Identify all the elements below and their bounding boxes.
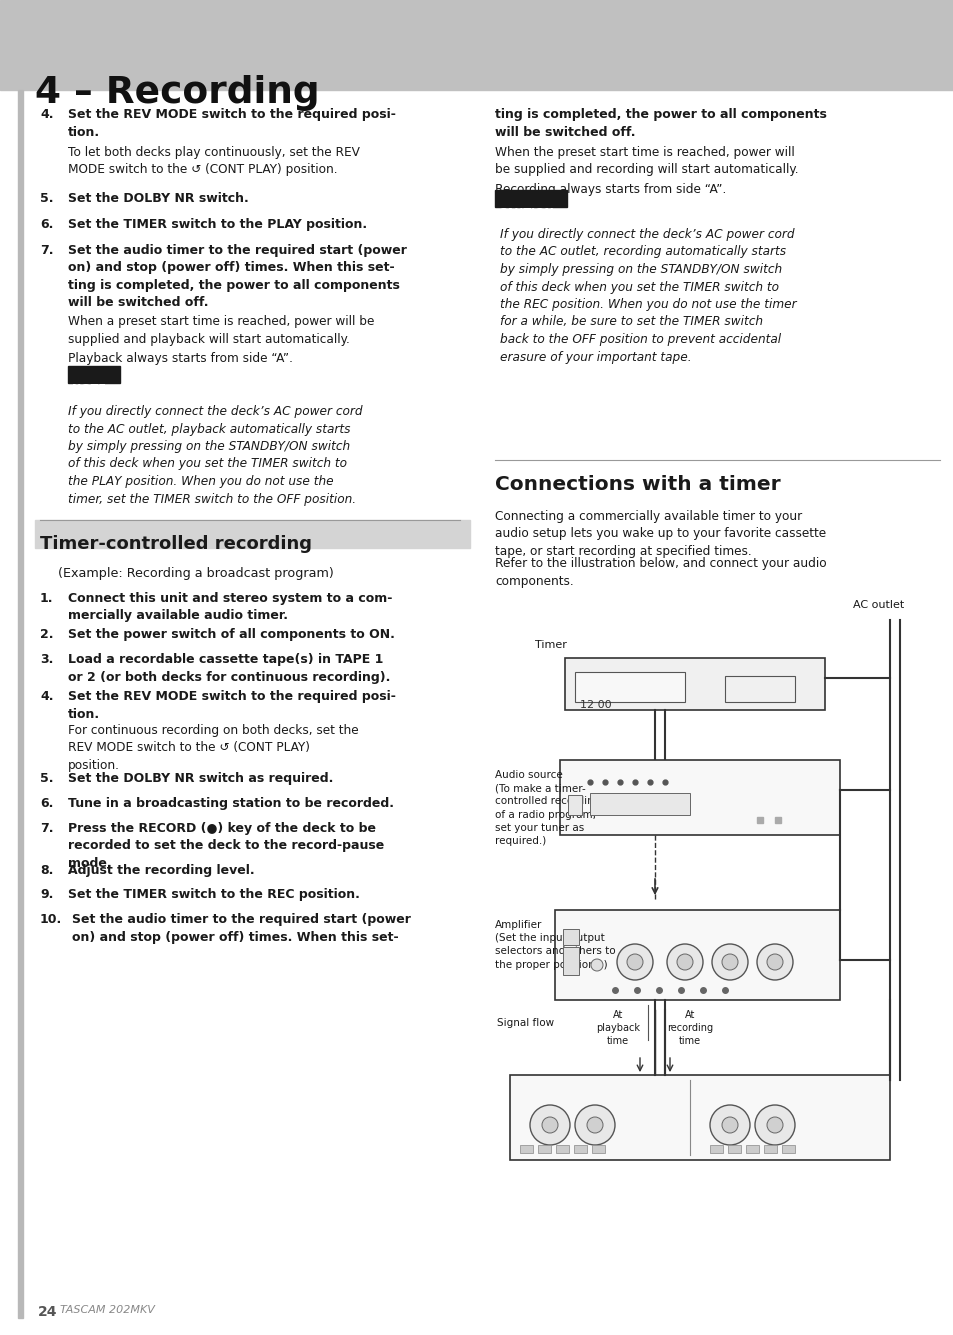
Text: 3.: 3. xyxy=(40,653,53,666)
Text: 6.: 6. xyxy=(40,797,53,810)
Bar xyxy=(68,366,120,383)
Bar xyxy=(592,1145,604,1153)
Text: CAUTION: CAUTION xyxy=(498,208,554,218)
Text: When a preset start time is reached, power will be
supplied and playback will st: When a preset start time is reached, pow… xyxy=(68,315,374,346)
Circle shape xyxy=(757,944,792,980)
Bar xyxy=(18,89,23,1318)
Text: Connecting a commercially available timer to your
audio setup lets you wake up t: Connecting a commercially available time… xyxy=(495,510,825,558)
Circle shape xyxy=(575,1105,615,1145)
Text: 7.: 7. xyxy=(40,244,53,258)
Circle shape xyxy=(721,1117,738,1133)
Bar xyxy=(537,1145,551,1153)
Text: Connections with a timer: Connections with a timer xyxy=(495,475,780,494)
Text: Audio source
(To make a timer-
controlled recording
of a radio program,
set your: Audio source (To make a timer- controlle… xyxy=(495,770,599,846)
Text: Recording always starts from side “A”.: Recording always starts from side “A”. xyxy=(495,183,725,196)
Bar xyxy=(745,1145,759,1153)
Text: 5.: 5. xyxy=(40,772,53,785)
Bar xyxy=(763,1145,776,1153)
Text: At
recording
time: At recording time xyxy=(666,1011,712,1047)
Text: At
playback
time: At playback time xyxy=(596,1011,639,1047)
Circle shape xyxy=(766,955,782,971)
Circle shape xyxy=(709,1105,749,1145)
Text: If you directly connect the deck’s AC power cord
to the AC outlet, recording aut: If you directly connect the deck’s AC po… xyxy=(499,228,796,363)
Text: Set the audio timer to the required start (power
on) and stop (power off) times.: Set the audio timer to the required star… xyxy=(68,244,406,310)
Circle shape xyxy=(617,944,652,980)
Text: Adjust the recording level.: Adjust the recording level. xyxy=(68,864,254,877)
Circle shape xyxy=(586,1117,602,1133)
Text: 12 00: 12 00 xyxy=(579,700,611,710)
Bar xyxy=(589,793,689,814)
Text: 7.: 7. xyxy=(40,822,53,834)
Text: NOTE: NOTE xyxy=(71,384,106,394)
Bar xyxy=(727,1145,740,1153)
Text: Tune in a broadcasting station to be recorded.: Tune in a broadcasting station to be rec… xyxy=(68,797,394,810)
Text: 24: 24 xyxy=(38,1306,57,1319)
Text: When the preset start time is reached, power will
be supplied and recording will: When the preset start time is reached, p… xyxy=(495,146,798,176)
Text: Set the audio timer to the required start (power
on) and stop (power off) times.: Set the audio timer to the required star… xyxy=(71,913,411,944)
Text: 4 – Recording: 4 – Recording xyxy=(35,75,319,111)
Circle shape xyxy=(754,1105,794,1145)
Circle shape xyxy=(530,1105,569,1145)
Circle shape xyxy=(590,959,602,971)
Text: 10.: 10. xyxy=(40,913,62,926)
Text: Set the REV MODE switch to the required posi-
tion.: Set the REV MODE switch to the required … xyxy=(68,108,395,139)
Text: Set the DOLBY NR switch.: Set the DOLBY NR switch. xyxy=(68,192,249,206)
Bar xyxy=(510,1075,889,1160)
Text: TASCAM 202MKV: TASCAM 202MKV xyxy=(60,1306,154,1315)
Bar xyxy=(567,796,581,814)
Text: Set the DOLBY NR switch as required.: Set the DOLBY NR switch as required. xyxy=(68,772,333,785)
Text: (Example: Recording a broadcast program): (Example: Recording a broadcast program) xyxy=(58,567,334,579)
Text: 1.: 1. xyxy=(40,591,53,605)
Text: AC outlet: AC outlet xyxy=(852,599,903,610)
Text: 4.: 4. xyxy=(40,690,53,704)
Text: 5.: 5. xyxy=(40,192,53,206)
Bar xyxy=(495,190,566,207)
Text: Refer to the illustration below, and connect your audio
components.: Refer to the illustration below, and con… xyxy=(495,557,825,587)
Text: For continuous recording on both decks, set the
REV MODE switch to the ↺ (CONT P: For continuous recording on both decks, … xyxy=(68,724,358,772)
Text: 9.: 9. xyxy=(40,888,53,901)
Bar xyxy=(564,658,824,710)
Text: Timer: Timer xyxy=(535,639,566,650)
Bar xyxy=(0,0,953,89)
Bar xyxy=(562,947,578,975)
Circle shape xyxy=(711,944,747,980)
Text: Set the TIMER switch to the PLAY position.: Set the TIMER switch to the PLAY positio… xyxy=(68,218,367,231)
Text: 6.: 6. xyxy=(40,218,53,231)
Text: If you directly connect the deck’s AC power cord
to the AC outlet, playback auto: If you directly connect the deck’s AC po… xyxy=(68,405,362,506)
Bar xyxy=(575,672,684,702)
Bar xyxy=(35,521,470,547)
Text: Amplifier
(Set the input/output
selectors and others to
the proper positions.): Amplifier (Set the input/output selector… xyxy=(495,920,615,969)
Circle shape xyxy=(721,955,738,971)
Text: Signal flow: Signal flow xyxy=(497,1019,554,1028)
Circle shape xyxy=(541,1117,558,1133)
Text: Timer-controlled recording: Timer-controlled recording xyxy=(40,535,312,553)
Bar xyxy=(781,1145,794,1153)
Circle shape xyxy=(666,944,702,980)
Bar xyxy=(724,676,794,702)
Text: 8.: 8. xyxy=(40,864,53,877)
Text: 4.: 4. xyxy=(40,108,53,121)
Bar xyxy=(574,1145,586,1153)
Text: Load a recordable cassette tape(s) in TAPE 1
or 2 (or both decks for continuous : Load a recordable cassette tape(s) in TA… xyxy=(68,653,390,684)
Bar xyxy=(709,1145,722,1153)
Circle shape xyxy=(766,1117,782,1133)
Text: Set the power switch of all components to ON.: Set the power switch of all components t… xyxy=(68,627,395,641)
Text: Set the TIMER switch to the REC position.: Set the TIMER switch to the REC position… xyxy=(68,888,359,901)
Bar xyxy=(559,760,840,834)
Circle shape xyxy=(677,955,692,971)
Bar xyxy=(556,1145,568,1153)
Text: Press the RECORD (●) key of the deck to be
recorded to set the deck to the recor: Press the RECORD (●) key of the deck to … xyxy=(68,822,384,870)
Text: To let both decks play continuously, set the REV
MODE switch to the ↺ (CONT PLAY: To let both decks play continuously, set… xyxy=(68,146,359,176)
Text: 2.: 2. xyxy=(40,627,53,641)
Circle shape xyxy=(626,955,642,971)
Text: Connect this unit and stereo system to a com-
mercially available audio timer.: Connect this unit and stereo system to a… xyxy=(68,591,392,622)
Text: ting is completed, the power to all components
will be switched off.: ting is completed, the power to all comp… xyxy=(495,108,826,139)
Bar xyxy=(562,929,578,945)
Text: Playback always starts from side “A”.: Playback always starts from side “A”. xyxy=(68,352,293,364)
Bar xyxy=(555,910,840,1000)
Text: Set the REV MODE switch to the required posi-
tion.: Set the REV MODE switch to the required … xyxy=(68,690,395,721)
Bar xyxy=(519,1145,533,1153)
